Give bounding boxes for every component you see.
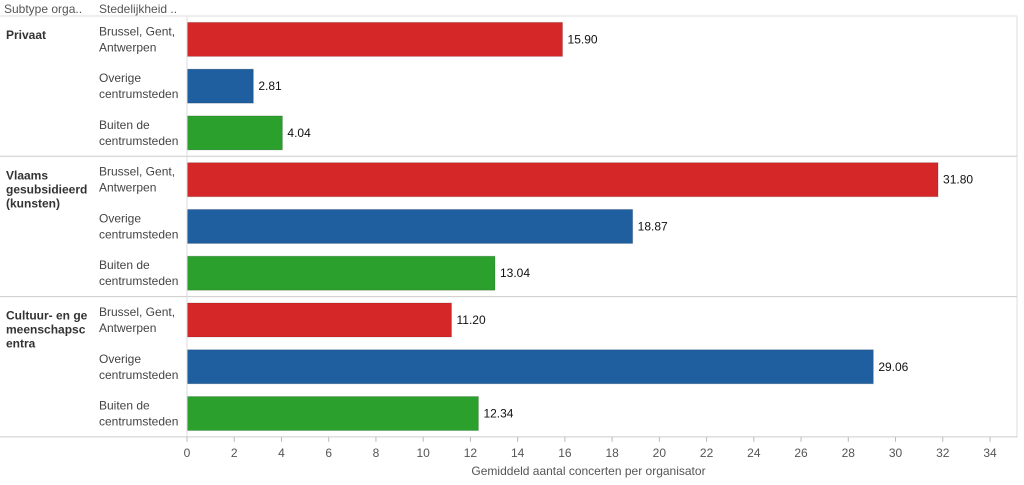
category-label: Brussel, Gent, — [99, 165, 175, 179]
bar — [186, 162, 939, 198]
data-label: 15.90 — [568, 32, 598, 46]
category-label: Overige — [99, 211, 141, 225]
x-tick-label: 32 — [936, 446, 950, 460]
x-tick-label: 16 — [558, 446, 572, 460]
x-tick-label: 24 — [747, 446, 761, 460]
category-label: Antwerpen — [99, 321, 156, 335]
group-label: gesubsidieerd — [6, 182, 87, 196]
x-tick-label: 4 — [278, 446, 285, 460]
bar — [186, 302, 453, 338]
category-label: Overige — [99, 71, 141, 85]
category-label: Buiten de — [99, 399, 150, 413]
category-label: Overige — [99, 352, 141, 366]
x-tick-label: 22 — [700, 446, 714, 460]
group-label: (kunsten) — [6, 196, 60, 210]
bar — [186, 21, 564, 57]
group-label: meenschapsc — [6, 323, 86, 337]
data-label: 31.80 — [943, 173, 973, 187]
x-tick-label: 20 — [653, 446, 667, 460]
data-label: 12.34 — [483, 407, 513, 421]
x-tick-label: 34 — [983, 446, 997, 460]
header-stedelijkheid[interactable]: Stedelijkheid .. — [99, 2, 178, 16]
data-label: 2.81 — [258, 79, 282, 93]
category-label: Antwerpen — [99, 40, 156, 54]
bar — [186, 115, 283, 151]
x-tick-label: 30 — [889, 446, 903, 460]
bar — [186, 396, 479, 432]
category-label: centrumsteden — [99, 87, 178, 101]
group-label: Cultuur- en ge — [6, 309, 88, 323]
x-tick-label: 10 — [416, 446, 430, 460]
data-label: 4.04 — [287, 126, 311, 140]
category-label: Buiten de — [99, 258, 150, 272]
x-tick-label: 8 — [373, 446, 380, 460]
header-subtype[interactable]: Subtype orga.. — [4, 2, 83, 16]
category-label: Buiten de — [99, 118, 150, 132]
bar — [186, 68, 254, 104]
data-label: 18.87 — [638, 219, 668, 233]
x-tick-label: 2 — [231, 446, 238, 460]
group-label: entra — [6, 337, 36, 351]
category-label: centrumsteden — [99, 415, 178, 429]
x-axis-title: Gemiddeld aantal concerten per organisat… — [471, 464, 705, 478]
data-label: 11.20 — [457, 313, 486, 327]
x-tick-label: 12 — [464, 446, 478, 460]
x-tick-label: 26 — [794, 446, 808, 460]
category-label: Brussel, Gent, — [99, 24, 175, 38]
x-tick-label: 28 — [842, 446, 856, 460]
x-tick-label: 6 — [325, 446, 332, 460]
category-label: centrumsteden — [99, 134, 178, 148]
group-label: Vlaams — [6, 168, 48, 182]
bar — [186, 208, 634, 244]
data-label: 13.04 — [500, 266, 530, 280]
category-label: centrumsteden — [99, 227, 178, 241]
category-label: Antwerpen — [99, 181, 156, 195]
data-label: 29.06 — [878, 360, 908, 374]
category-label: Brussel, Gent, — [99, 305, 175, 319]
category-label: centrumsteden — [99, 368, 178, 382]
bar — [186, 349, 874, 385]
group-label: Privaat — [6, 28, 46, 42]
bar — [186, 255, 496, 291]
category-label: centrumsteden — [99, 274, 178, 288]
x-tick-label: 0 — [184, 446, 191, 460]
x-tick-label: 14 — [511, 446, 525, 460]
x-tick-label: 18 — [605, 446, 619, 460]
